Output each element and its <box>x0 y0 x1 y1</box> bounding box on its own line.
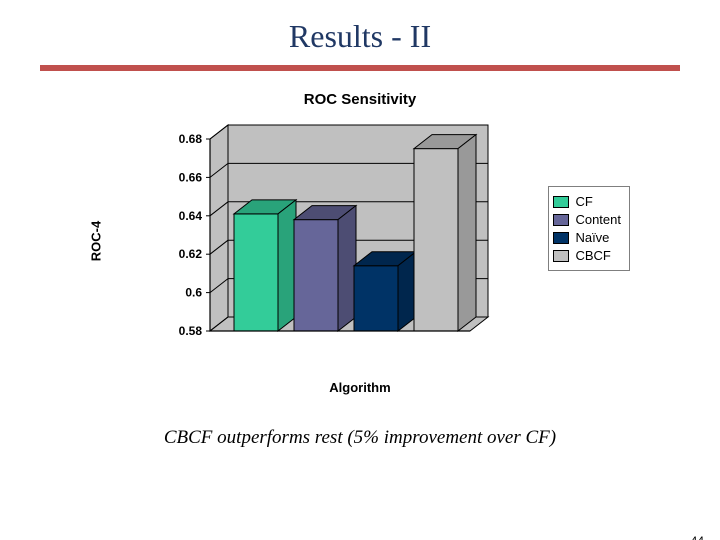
legend-swatch <box>553 214 569 226</box>
chart-title: ROC Sensitivity <box>80 91 640 108</box>
legend-swatch <box>553 196 569 208</box>
svg-text:0.66: 0.66 <box>179 170 203 184</box>
svg-text:0.58: 0.58 <box>179 324 203 338</box>
legend-swatch <box>553 250 569 262</box>
svg-text:0.68: 0.68 <box>179 132 203 146</box>
svg-text:0.64: 0.64 <box>179 209 203 223</box>
chart-container: ROC Sensitivity ROC-4 Algorithm 0.580.60… <box>80 91 640 391</box>
legend-item: Naïve <box>553 230 621 245</box>
title-underline <box>40 65 680 71</box>
legend-label: Content <box>575 212 621 227</box>
page-number: 44 <box>691 534 704 540</box>
svg-text:0.6: 0.6 <box>185 286 202 300</box>
legend-item: Content <box>553 212 621 227</box>
legend-label: CBCF <box>575 248 610 263</box>
caption: CBCF outperforms rest (5% improvement ov… <box>0 427 720 449</box>
legend-swatch <box>553 232 569 244</box>
legend-item: CF <box>553 194 621 209</box>
legend-item: CBCF <box>553 248 621 263</box>
plot-area: 0.58 0.6 0.62 0.64 0.66 0.68 <box>160 121 500 351</box>
legend-label: Naïve <box>575 230 609 245</box>
legend-label: CF <box>575 194 592 209</box>
slide-title: Results - II <box>0 18 720 55</box>
x-axis-label: Algorithm <box>80 380 640 395</box>
y-axis-label: ROC-4 <box>89 221 104 261</box>
bar-chart-svg: 0.58 0.6 0.62 0.64 0.66 0.68 <box>160 121 500 351</box>
legend: CF Content Naïve CBCF <box>548 186 630 271</box>
svg-text:0.62: 0.62 <box>179 247 203 261</box>
